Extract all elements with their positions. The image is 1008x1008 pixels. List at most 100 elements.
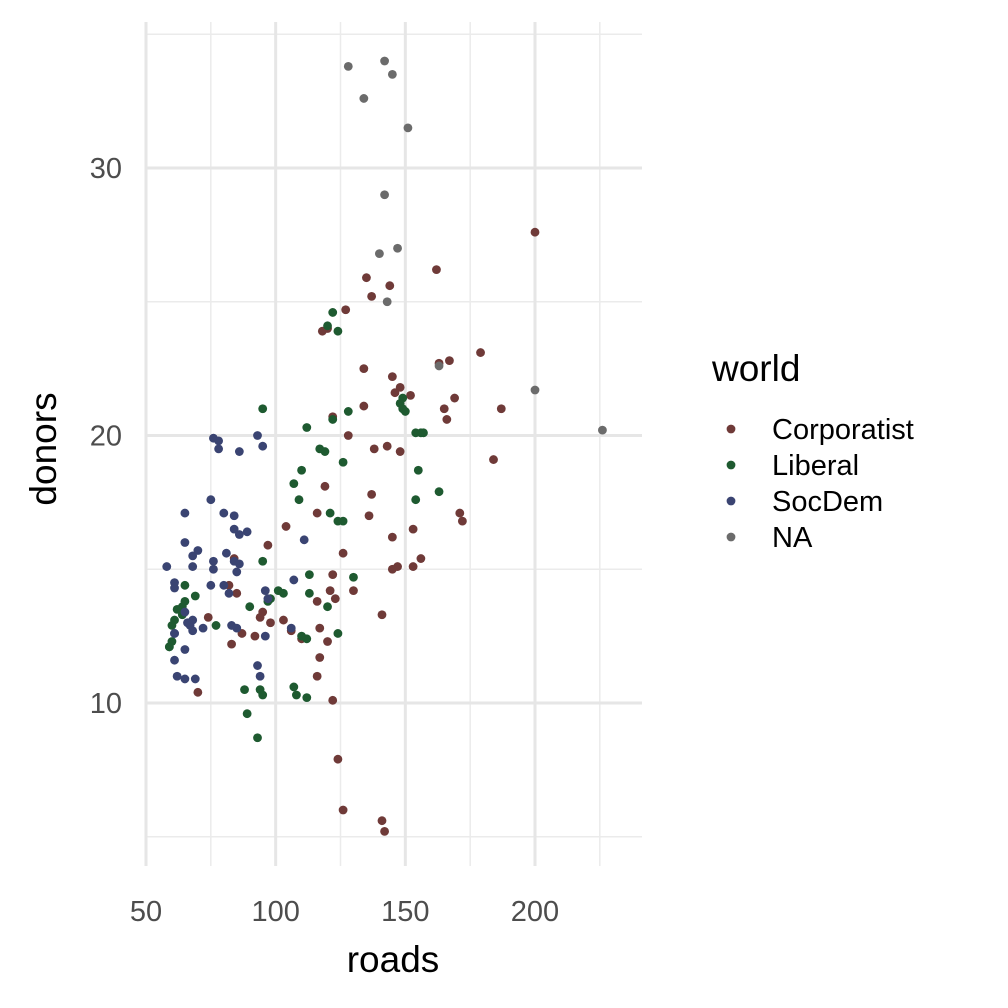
point-socdem	[162, 562, 172, 571]
point-corporatist	[330, 594, 340, 604]
point-corporatist	[406, 390, 415, 400]
point-corporatist	[455, 508, 465, 518]
point-liberal	[419, 428, 428, 438]
point-corporatist	[343, 431, 353, 440]
x-tick-label: 200	[511, 896, 559, 928]
point-corporatist	[328, 570, 338, 579]
point-na	[382, 297, 392, 307]
point-socdem	[232, 623, 242, 633]
point-corporatist	[312, 596, 322, 606]
x-axis-title: roads	[347, 939, 440, 980]
point-socdem	[224, 588, 234, 598]
point-corporatist	[390, 388, 400, 398]
point-na	[403, 123, 413, 133]
point-corporatist	[341, 305, 351, 315]
point-corporatist	[408, 524, 418, 534]
point-corporatist	[193, 687, 203, 697]
point-socdem	[209, 564, 218, 574]
point-corporatist	[395, 447, 405, 456]
point-liberal	[258, 404, 268, 414]
point-socdem	[170, 583, 179, 593]
point-corporatist	[232, 588, 242, 598]
point-corporatist	[439, 404, 449, 414]
legend-label-socdem: SocDem	[772, 486, 883, 518]
point-corporatist	[320, 481, 330, 491]
point-corporatist	[325, 586, 335, 596]
point-corporatist	[227, 639, 236, 649]
point-liberal	[302, 693, 312, 703]
point-socdem	[260, 586, 270, 596]
point-corporatist	[442, 415, 452, 424]
point-corporatist	[359, 401, 369, 411]
point-na	[359, 94, 369, 103]
point-socdem	[232, 567, 242, 577]
point-corporatist	[328, 695, 338, 705]
point-corporatist	[450, 393, 460, 403]
point-corporatist	[377, 610, 387, 620]
y-tick-label: 30	[90, 153, 122, 185]
point-corporatist	[387, 372, 397, 382]
point-na	[434, 361, 444, 371]
point-liberal	[292, 690, 301, 700]
point-corporatist	[369, 444, 379, 454]
legend-key-corporatist	[726, 424, 736, 434]
legend-key-liberal	[726, 460, 736, 470]
point-socdem	[258, 441, 268, 451]
x-axis-tick-labels: 50 100 150 200	[130, 896, 559, 928]
point-socdem	[214, 444, 224, 454]
y-axis-title: donors	[23, 392, 64, 505]
point-socdem	[206, 580, 216, 590]
point-socdem	[170, 655, 179, 665]
major-gridlines	[144, 22, 642, 866]
x-tick-label: 50	[130, 896, 162, 928]
point-socdem	[234, 530, 244, 539]
point-liberal	[304, 570, 314, 579]
point-corporatist	[255, 613, 265, 622]
point-socdem	[172, 671, 182, 681]
y-tick-label: 20	[90, 421, 122, 453]
point-corporatist	[496, 404, 506, 414]
point-liberal	[240, 685, 249, 695]
legend-items: Corporatist Liberal SocDem NA	[726, 414, 914, 554]
point-corporatist	[349, 586, 358, 596]
point-corporatist	[315, 623, 325, 633]
point-socdem	[242, 527, 252, 537]
point-corporatist	[323, 637, 332, 646]
point-liberal	[258, 556, 268, 566]
point-na	[380, 190, 389, 200]
point-liberal	[349, 572, 358, 582]
point-corporatist	[408, 562, 418, 571]
point-socdem	[170, 629, 179, 638]
legend-title: world	[711, 348, 800, 389]
point-corporatist	[312, 508, 322, 518]
point-socdem	[188, 562, 198, 571]
point-corporatist	[489, 455, 498, 464]
point-liberal	[343, 407, 353, 416]
point-liberal	[167, 621, 177, 630]
point-socdem	[253, 661, 262, 670]
point-liberal	[328, 415, 338, 424]
point-corporatist	[432, 265, 441, 275]
point-socdem	[180, 607, 190, 617]
point-socdem	[190, 674, 200, 684]
point-liberal	[323, 602, 332, 612]
point-liberal	[279, 588, 288, 598]
point-liberal	[172, 604, 182, 614]
point-corporatist	[380, 827, 389, 836]
point-liberal	[338, 457, 348, 467]
point-liberal	[304, 588, 314, 598]
legend-label-corporatist: Corporatist	[772, 414, 914, 446]
point-corporatist	[457, 516, 467, 526]
point-liberal	[434, 487, 444, 497]
point-corporatist	[367, 292, 377, 301]
point-socdem	[188, 626, 198, 636]
point-socdem	[255, 671, 265, 681]
point-na	[387, 69, 397, 79]
point-corporatist	[416, 554, 426, 563]
point-corporatist	[279, 615, 288, 625]
point-socdem	[260, 631, 270, 641]
point-corporatist	[387, 532, 397, 542]
point-corporatist	[382, 441, 392, 451]
point-liberal	[211, 621, 221, 630]
